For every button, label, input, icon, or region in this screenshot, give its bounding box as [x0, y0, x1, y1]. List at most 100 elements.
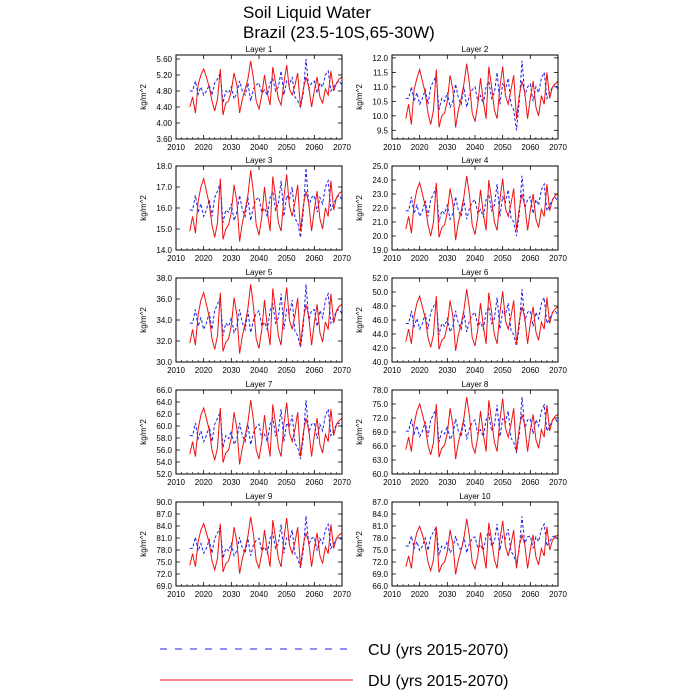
layer-5-series-du: [189, 284, 343, 354]
layer-1-xtick-label: 2070: [333, 143, 351, 152]
layer-4-series-du: [405, 175, 559, 241]
layer-9-ytick-label: 87.0: [156, 510, 172, 519]
layer-8-xtick-label: 2030: [438, 478, 456, 487]
layer-10-ytick-label: 72.0: [372, 558, 388, 567]
layer-8-xtick-label: 2050: [494, 478, 512, 487]
layer-3-series-du: [189, 170, 343, 242]
layer-9-ytick-label: 78.0: [156, 546, 172, 555]
layer-3-ytick-label: 18.0: [156, 162, 172, 171]
layer-5-series-cu: [189, 284, 343, 348]
layer-2-panel: Layer 2 9.5 10.0 10.5 11.0 11.5 12.0 2010 2020 20…: [355, 45, 567, 152]
layer-9-xtick-label: 2040: [250, 590, 268, 599]
layer-4-ytick-label: 19.0: [372, 246, 388, 255]
layer-1-xtick-label: 2030: [222, 143, 240, 152]
layer-10-title: Layer 10: [459, 492, 491, 501]
layer-4-xtick-label: 2020: [411, 254, 429, 263]
figure-subtitle: Brazil (23.5-10S,65-30W): [243, 23, 435, 42]
layer-9-xtick-label: 2050: [278, 590, 296, 599]
layer-4-ytick-label: 24.0: [372, 176, 388, 185]
layer-1-title: Layer 1: [246, 45, 273, 54]
layer-3-ytick-label: 17.0: [156, 183, 172, 192]
layer-6-xtick-label: 2070: [549, 366, 567, 375]
layer-5-panel: Layer 5 30.0 32.0 34.0 36.0 38.0 2010 2020 2030 2…: [139, 268, 351, 375]
panels-grid: Layer 1 3.60 4.00 4.40 4.80 5.20 5.60 2010 2020 2…: [139, 45, 567, 599]
layer-7-title: Layer 7: [246, 380, 273, 389]
layer-8-ylabel: kg/m^2: [355, 419, 364, 445]
layer-5-ytick-label: 38.0: [156, 274, 172, 283]
layer-6-ytick-label: 48.0: [372, 302, 388, 311]
layer-2-frame: [391, 54, 559, 140]
layer-4-ytick-label: 23.0: [372, 190, 388, 199]
layer-8-xtick-label: 2070: [549, 478, 567, 487]
layer-7-xtick-label: 2010: [167, 478, 185, 487]
layer-5-ylabel: kg/m^2: [139, 307, 148, 333]
layer-10-series-du: [405, 518, 559, 575]
layer-1-xtick-label: 2010: [167, 143, 185, 152]
layer-2-xtick-label: 2050: [494, 143, 512, 152]
layer-9-frame: [175, 501, 343, 587]
layer-9-ytick-label: 84.0: [156, 522, 172, 531]
layer-7-ytick-label: 52.0: [156, 470, 172, 479]
layer-4-xtick-label: 2070: [549, 254, 567, 263]
layer-8-ytick-label: 60.0: [372, 470, 388, 479]
layer-8-xtick-label: 2060: [521, 478, 539, 487]
layer-4-xtick-label: 2060: [521, 254, 539, 263]
layer-3-ytick-label: 14.0: [156, 246, 172, 255]
layer-1-xtick-label: 2050: [278, 143, 296, 152]
layer-2-ytick-label: 10.0: [372, 112, 388, 121]
figure-title: Soil Liquid Water: [243, 3, 371, 22]
layer-1-ytick-label: 4.80: [156, 87, 172, 96]
layer-8-panel: Layer 8 60.0 63.0 66.0 69.0 72.0 75.0 78.0 2010 2…: [355, 380, 567, 487]
legend-cu-label: CU (yrs 2015-2070): [368, 642, 509, 659]
layer-6-ytick-label: 42.0: [372, 344, 388, 353]
layer-7-series-du: [189, 400, 343, 465]
layer-7-ytick-label: 56.0: [156, 446, 172, 455]
layer-4-ytick-label: 22.0: [372, 204, 388, 213]
layer-3-frame: [175, 165, 343, 251]
layer-7-ytick-label: 66.0: [156, 386, 172, 395]
layer-6-ytick-label: 50.0: [372, 288, 388, 297]
layer-9-ylabel: kg/m^2: [139, 531, 148, 557]
layer-1-ytick-label: 3.60: [156, 135, 172, 144]
layer-6-xtick-label: 2040: [466, 366, 484, 375]
layer-6-ylabel: kg/m^2: [355, 307, 364, 333]
layer-7-xtick-label: 2050: [278, 478, 296, 487]
layer-7-ylabel: kg/m^2: [139, 419, 148, 445]
layer-8-ytick-label: 69.0: [372, 428, 388, 437]
layer-8-xtick-label: 2010: [383, 478, 401, 487]
layer-9-ytick-label: 72.0: [156, 570, 172, 579]
layer-9-title: Layer 9: [246, 492, 273, 501]
layer-10-xtick-label: 2010: [383, 590, 401, 599]
layer-10-xtick-label: 2030: [438, 590, 456, 599]
layer-3-title: Layer 3: [246, 156, 273, 165]
layer-5-xtick-label: 2050: [278, 366, 296, 375]
layer-9-xtick-label: 2060: [305, 590, 323, 599]
layer-2-xtick-label: 2010: [383, 143, 401, 152]
layer-7-xtick-label: 2040: [250, 478, 268, 487]
layer-6-ytick-label: 40.0: [372, 358, 388, 367]
layer-5-ytick-label: 34.0: [156, 316, 172, 325]
layer-4-ytick-label: 25.0: [372, 162, 388, 171]
layer-2-title: Layer 2: [462, 45, 489, 54]
layer-4-frame: [391, 165, 559, 251]
layer-2-xtick-label: 2060: [521, 143, 539, 152]
layer-1-xtick-label: 2060: [305, 143, 323, 152]
layer-10-ytick-label: 75.0: [372, 546, 388, 555]
layer-9-panel: Layer 9 69.0 72.0 75.0 78.0 81.0 84.0 87.0 90.0 2…: [139, 492, 351, 599]
layer-10-xtick-label: 2070: [549, 590, 567, 599]
layer-2-ytick-label: 11.0: [373, 83, 389, 92]
layer-1-series-du: [189, 60, 343, 116]
layer-3-xtick-label: 2020: [195, 254, 213, 263]
layer-3-panel: Layer 3 14.0 15.0 16.0 17.0 18.0 2010 2020 2030 2…: [139, 156, 351, 263]
layer-7-panel: Layer 7 52.0 54.0 56.0 58.0 60.0 62.0 64.0 66.0 2…: [139, 380, 351, 487]
layer-8-ytick-label: 78.0: [372, 386, 388, 395]
layer-5-xtick-label: 2070: [333, 366, 351, 375]
layer-3-xtick-label: 2070: [333, 254, 351, 263]
layer-4-ytick-label: 20.0: [372, 232, 388, 241]
layer-8-xtick-label: 2020: [411, 478, 429, 487]
layer-7-xtick-label: 2060: [305, 478, 323, 487]
layer-10-series-cu: [405, 516, 559, 565]
layer-7-ytick-label: 60.0: [156, 422, 172, 431]
layer-3-ylabel: kg/m^2: [139, 195, 148, 221]
